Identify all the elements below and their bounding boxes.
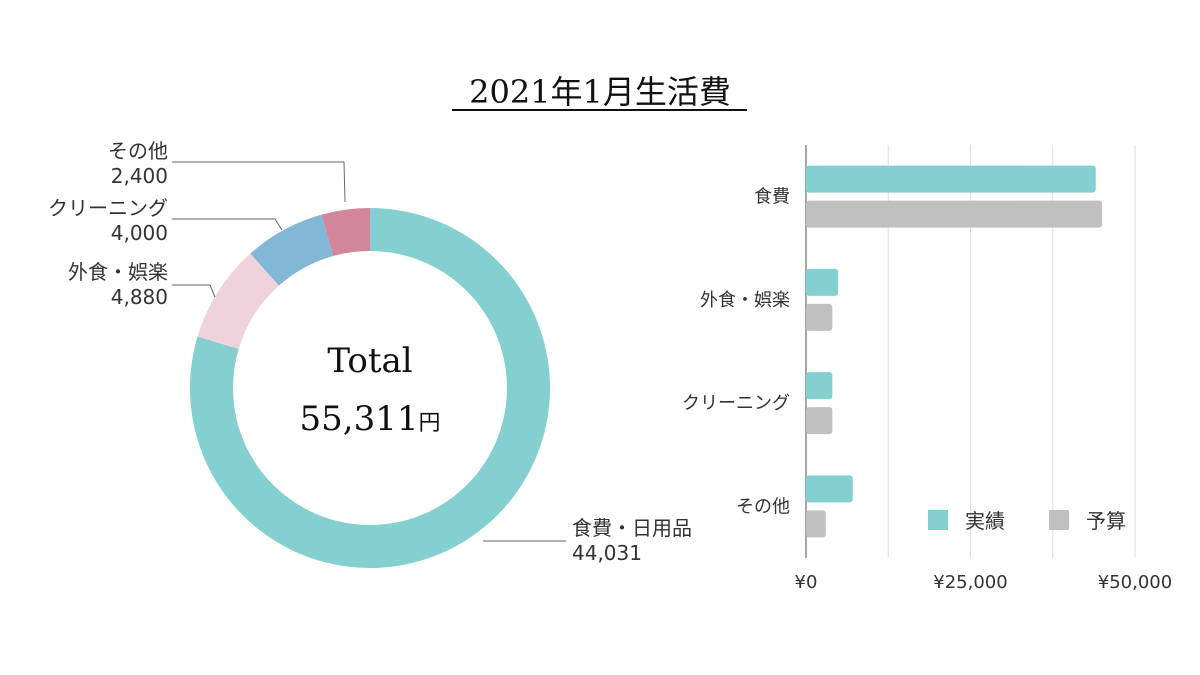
bar-category-label-1: 外食・娯楽	[700, 290, 790, 311]
bar-category-label-0: 食費	[754, 187, 790, 208]
bar-1-3	[806, 510, 826, 538]
donut-center-unit: 円	[418, 411, 440, 436]
donut-center-title: Total	[327, 341, 412, 381]
chart-title: 2021年1月生活費	[469, 73, 731, 111]
callout-value-2: 4,000	[111, 221, 168, 245]
x-tick-label-0: ¥0	[795, 572, 818, 593]
bar-chart	[806, 165, 1103, 538]
callout-label-0: 食費・日用品	[572, 516, 692, 540]
bar-category-label-2: クリーニング	[682, 393, 790, 414]
bar-legend: 実績 予算	[928, 509, 1126, 533]
callout-label-2: クリーニング	[48, 196, 168, 220]
bar-0-3	[806, 475, 853, 503]
bar-category-label-3: その他	[736, 496, 790, 517]
legend-label-1: 予算	[1086, 509, 1126, 533]
x-tick-label-1: ¥25,000	[933, 572, 1007, 593]
bar-0-0	[806, 165, 1096, 193]
callout-label-1: 外食・娯楽	[68, 260, 168, 284]
callout-value-0: 44,031	[572, 541, 642, 565]
callout-value-1: 4,880	[111, 285, 168, 309]
legend-swatch-0	[928, 510, 948, 530]
bar-x-ticks: ¥0 ¥25,000 ¥50,000	[795, 572, 1173, 593]
callout-value-3: 2,400	[111, 164, 168, 188]
donut-slice-1	[197, 253, 279, 349]
bar-1-0	[806, 200, 1103, 228]
x-tick-label-2: ¥50,000	[1098, 572, 1172, 593]
callout-label-3: その他	[108, 139, 168, 163]
callout-leader-1	[172, 284, 216, 298]
bar-0-2	[806, 372, 833, 400]
donut-slice-2	[250, 214, 334, 286]
callout-leader-2	[172, 218, 283, 231]
legend-label-0: 実績	[965, 509, 1005, 533]
donut-chart	[189, 208, 550, 568]
donut-center-value: 55,311	[300, 399, 419, 439]
donut-center-total: 55,311円	[300, 399, 441, 439]
callout-leader-3	[172, 161, 346, 203]
bar-1-1	[806, 303, 833, 331]
bar-0-1	[806, 268, 839, 296]
bar-1-2	[806, 407, 833, 435]
legend-swatch-1	[1049, 510, 1069, 530]
donut-slice-3	[321, 208, 370, 257]
